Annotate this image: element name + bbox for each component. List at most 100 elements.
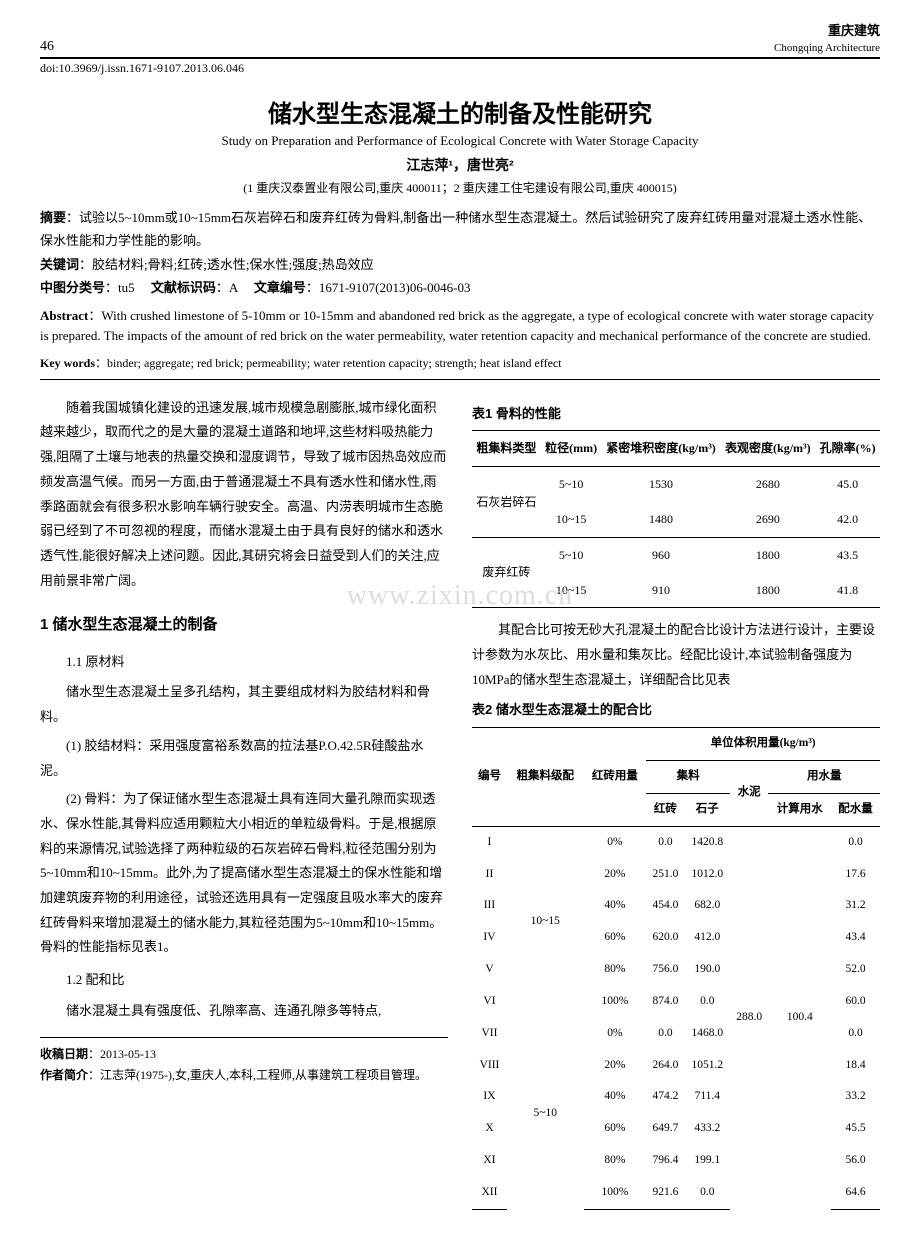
t2-cell: 0% [584,1018,647,1050]
t1-cell: 43.5 [815,537,880,572]
t2-cell: 80% [584,954,647,986]
title-zh: 储水型生态混凝土的制备及性能研究 [40,94,880,129]
t2-cell: 0.0 [685,986,730,1018]
t2-cell: 474.2 [646,1081,684,1113]
t2-cell: 0.0 [646,1018,684,1050]
t1-cell: 45.0 [815,467,880,502]
t2-cell: II [472,859,507,891]
doi: doi:10.3969/j.issn.1671-9107.2013.06.046 [40,61,880,76]
t2-cell: 454.0 [646,890,684,922]
keywords-zh-label: 关键词 [40,257,79,272]
keywords-zh: ：胶结材料;骨料;红砖;透水性;保水性;强度;热岛效应 [79,257,374,272]
t2-h-redb: 红砖 [646,793,684,826]
t2-cell: 711.4 [685,1081,730,1113]
t2-cell: 190.0 [685,954,730,986]
t2-cell: 40% [584,890,647,922]
t2-cell: XII [472,1177,507,1209]
bio-text: ：江志萍(1975-),女,重庆人,本科,工程师,从事建筑工程项目管理。 [88,1068,427,1082]
t2-cell: VI [472,986,507,1018]
t2-h-mix: 配水量 [831,793,880,826]
abstract-zh-line: 摘要：试验以5~10mm或10~15mm石灰岩碎石和废弃红砖为骨料,制备出一种储… [40,206,880,253]
t2-cell: 43.4 [831,922,880,954]
subsection-1-2: 1.2 配和比 [40,968,448,993]
t1-cell: 5~10 [541,467,602,502]
subsection-1-1: 1.1 原材料 [40,650,448,675]
t2-cell: 433.2 [685,1113,730,1145]
t2-cell: VIII [472,1050,507,1082]
t2-cell: 0.0 [646,826,684,858]
t1-cell: 960 [602,537,721,572]
abstract-zh: ：试验以5~10mm或10~15mm石灰岩碎石和废弃红砖为骨料,制备出一种储水型… [40,210,871,248]
t2-cell: 1420.8 [685,826,730,858]
t2-cell: 199.1 [685,1145,730,1177]
t2-cement: 288.0 [730,826,768,1209]
journal-en: Chongqing Architecture [774,42,880,54]
t2-cell: 682.0 [685,890,730,922]
t1-cell: 1800 [721,573,816,608]
t2-h-no: 编号 [472,728,507,827]
t2-cell: V [472,954,507,986]
t2-cell: 100% [584,986,647,1018]
t1-cell: 10~15 [541,573,602,608]
t1-h2: 紧密堆积密度(kg/m³) [602,431,721,467]
authors: 江志萍¹，唐世亮² [40,155,880,175]
table2-title: 表2 储水型生态混凝土的配合比 [472,698,880,723]
t2-cell: 56.0 [831,1145,880,1177]
t1-cell: 1480 [602,502,721,537]
keywords-zh-line: 关键词：胶结材料;骨料;红砖;透水性;保水性;强度;热岛效应 [40,253,880,276]
clc: ：tu5 [105,280,135,295]
t1-type: 废弃红砖 [472,537,541,608]
para-1-1c: (2) 骨料：为了保证储水型生态混凝土具有连同大量孔隙而实现透水、保水性能,其骨… [40,787,448,960]
t2-cell: 1012.0 [685,859,730,891]
title-block: 储水型生态混凝土的制备及性能研究 Study on Preparation an… [40,94,880,196]
abstract-zh-label: 摘要 [40,210,66,225]
t1-type: 石灰岩碎石 [472,467,541,538]
t2-cell: 60% [584,1113,647,1145]
title-en: Study on Preparation and Performance of … [40,133,880,149]
t2-h-grade: 粗集料级配 [507,728,584,827]
t2-cell: 100% [584,1177,647,1209]
t2-cell: 0% [584,826,647,858]
t2-cell: 1468.0 [685,1018,730,1050]
t1-cell: 910 [602,573,721,608]
keywords-en-line: Key words：binder; aggregate; red brick; … [40,353,880,375]
t1-cell: 5~10 [541,537,602,572]
t2-cell: 921.6 [646,1177,684,1209]
table1-title: 表1 骨料的性能 [472,402,880,427]
t2-h-cement: 水泥 [730,761,768,827]
two-column-body: 随着我国城镇化建设的迅速发展,城市规模急剧膨胀,城市绿化面积越来越少，取而代之的… [40,396,880,1210]
para-1-1b: (1) 胶结材料：采用强度富裕系数高的拉法基P.O.42.5R硅酸盐水泥。 [40,734,448,783]
received-date: ：2013-05-13 [88,1047,156,1061]
t2-calc: 100.4 [768,826,831,1209]
t2-cell: I [472,826,507,858]
t2-cell: 64.6 [831,1177,880,1209]
t2-cell: 412.0 [685,922,730,954]
t2-h-unit: 单位体积用量(kg/m³) [646,728,880,761]
class-line: 中图分类号：tu5 文献标识码：A 文章编号：1671-9107(2013)06… [40,276,880,299]
divider [40,379,880,380]
t2-grade-b: 5~10 [507,1018,584,1210]
right-column: 表1 骨料的性能 粗集料类型 粒径(mm) 紧密堆积密度(kg/m³) 表观密度… [472,396,880,1210]
table2-header-row1: 编号 粗集料级配 红砖用量 单位体积用量(kg/m³) [472,728,880,761]
t2-cell: 18.4 [831,1050,880,1082]
page-header: 46 重庆建筑 Chongqing Architecture [40,20,880,59]
t1-h0: 粗集料类型 [472,431,541,467]
journal-zh: 重庆建筑 [828,23,880,38]
t2-cell: IV [472,922,507,954]
t1-h1: 粒径(mm) [541,431,602,467]
t2-cell: 60.0 [831,986,880,1018]
table1: 粗集料类型 粒径(mm) 紧密堆积密度(kg/m³) 表观密度(kg/m³) 孔… [472,430,880,608]
meta-block: 摘要：试验以5~10mm或10~15mm石灰岩碎石和废弃红砖为骨料,制备出一种储… [40,206,880,375]
t2-cell: 649.7 [646,1113,684,1145]
t1-cell: 42.0 [815,502,880,537]
t2-cell: 0.0 [831,826,880,858]
intro-para: 随着我国城镇化建设的迅速发展,城市规模急剧膨胀,城市绿化面积越来越少，取而代之的… [40,396,448,594]
artid-label: 文章编号 [254,280,306,295]
t2-cell: 52.0 [831,954,880,986]
bio-label: 作者简介 [40,1068,88,1082]
t2-cell: 620.0 [646,922,684,954]
journal-block: 重庆建筑 Chongqing Architecture [774,20,880,55]
t2-cell: 251.0 [646,859,684,891]
t2-cell: 60% [584,922,647,954]
doccode: ：A [216,280,238,295]
